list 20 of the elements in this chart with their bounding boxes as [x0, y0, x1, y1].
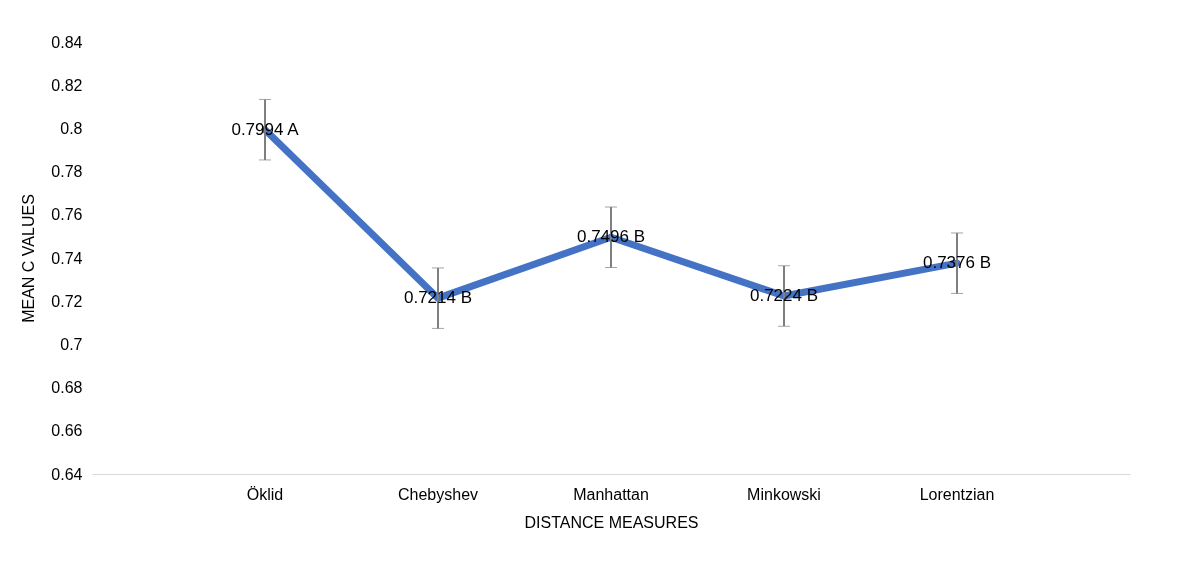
data-label: 0.7994 A [231, 119, 300, 139]
y-tick-label: 0.7 [60, 335, 83, 353]
x-axis-title: DISTANCE MEASURES [524, 513, 699, 531]
y-tick-label: 0.78 [51, 163, 83, 181]
data-label: 0.7214 B [403, 288, 473, 308]
y-tick-label: 0.68 [51, 379, 83, 397]
y-tick-label: 0.82 [51, 76, 83, 94]
y-tick-label: 0.72 [51, 292, 83, 310]
x-tick-label: Lorentzian [919, 485, 995, 503]
y-tick-label: 0.66 [51, 422, 83, 440]
y-tick-label: 0.8 [60, 119, 83, 137]
y-tick-label: 0.74 [51, 249, 83, 267]
y-axis-title: MEAN C VALUES [20, 194, 38, 323]
y-tick-label: 0.76 [51, 206, 83, 224]
y-tick-label: 0.64 [51, 465, 83, 483]
x-tick-label: Manhattan [573, 485, 649, 503]
x-tick-label: Chebyshev [397, 485, 479, 503]
x-tick-label: Minkowski [747, 485, 821, 503]
y-tick-label: 0.84 [51, 33, 83, 51]
x-tick-label: Öklid [246, 485, 284, 503]
